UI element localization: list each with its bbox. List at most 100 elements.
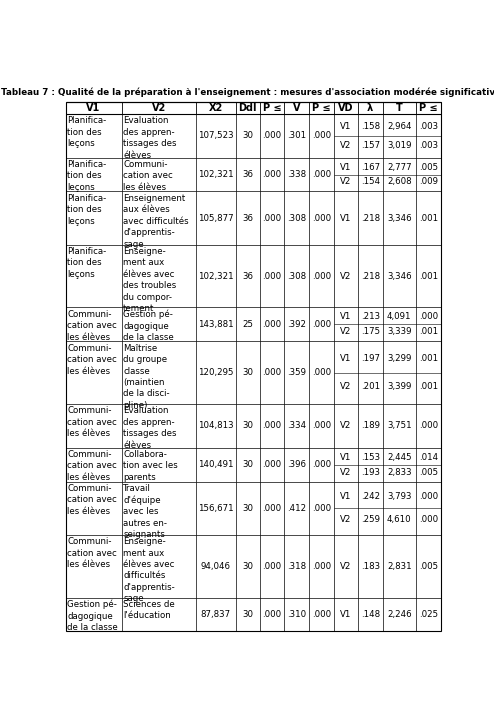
Text: 4,091: 4,091 [387,312,412,322]
Text: Evaluation
des appren-
tissages des
élèves: Evaluation des appren- tissages des élèv… [123,406,176,450]
Text: .000: .000 [312,369,331,377]
Text: 2,833: 2,833 [387,468,412,476]
Text: 3,339: 3,339 [387,327,412,337]
Text: 94,046: 94,046 [201,562,231,570]
Text: 156,671: 156,671 [198,503,234,513]
Text: λ: λ [367,103,373,113]
Text: Tableau 7 : Qualité de la préparation à l'enseignement : mesures d'association m: Tableau 7 : Qualité de la préparation à … [0,87,494,96]
Text: .000: .000 [312,421,331,431]
Text: .000: .000 [419,421,438,431]
Text: Communi-
cation avec
les élèves: Communi- cation avec les élèves [67,484,117,515]
Text: P ≤: P ≤ [263,103,281,113]
Text: .310: .310 [288,610,306,619]
Text: V2: V2 [340,272,352,280]
Text: 2,608: 2,608 [387,178,412,187]
Text: .153: .153 [361,453,380,462]
Text: .167: .167 [361,163,380,172]
Text: Collabora-
tion avec les
parents: Collabora- tion avec les parents [123,450,178,482]
Text: .005: .005 [419,163,438,172]
Text: T: T [396,103,403,113]
Text: .005: .005 [419,468,438,476]
Text: .000: .000 [312,460,331,469]
Text: .359: .359 [288,369,306,377]
Text: 140,491: 140,491 [198,460,234,469]
Text: 104,813: 104,813 [198,421,234,431]
Text: 2,246: 2,246 [387,610,412,619]
Text: .000: .000 [262,170,282,179]
Text: .009: .009 [419,178,438,187]
Text: 30: 30 [242,369,253,377]
Text: 3,399: 3,399 [387,382,412,391]
Text: V1: V1 [340,610,352,619]
Text: 36: 36 [242,272,253,280]
Text: V2: V2 [152,103,166,113]
Text: Travail
d'équipe
avec les
autres en-
seignants: Travail d'équipe avec les autres en- sei… [123,484,167,540]
Text: V1: V1 [340,453,352,462]
Text: V2: V2 [340,515,352,524]
Text: 4,610: 4,610 [387,515,412,524]
Text: 36: 36 [242,214,253,222]
Text: .000: .000 [262,460,282,469]
Text: .000: .000 [312,503,331,513]
Text: .001: .001 [419,354,438,364]
Text: .005: .005 [419,562,438,570]
Text: Communi-
cation avec
les élèves: Communi- cation avec les élèves [123,160,173,192]
Text: .003: .003 [419,122,438,130]
Text: 87,837: 87,837 [201,610,231,619]
Text: 25: 25 [242,320,253,329]
Text: 30: 30 [242,610,253,619]
Text: .000: .000 [262,610,282,619]
Text: V1: V1 [340,312,352,322]
Text: .218: .218 [361,272,380,280]
Text: .000: .000 [262,369,282,377]
Text: 30: 30 [242,503,253,513]
Text: Communi-
cation avec
les élèves: Communi- cation avec les élèves [67,450,117,482]
Text: .193: .193 [361,468,380,476]
Text: Enseignement
aux élèves
avec difficultés
d'apprentis-
sage: Enseignement aux élèves avec difficultés… [123,194,189,249]
Text: .157: .157 [361,141,380,150]
Text: 3,346: 3,346 [387,272,412,280]
Text: X2: X2 [208,103,223,113]
Text: .213: .213 [361,312,380,322]
Text: Communi-
cation avec
les élèves: Communi- cation avec les élèves [67,537,117,569]
Text: .197: .197 [361,354,380,364]
Text: 30: 30 [242,131,253,140]
Text: .308: .308 [288,214,306,222]
Text: .025: .025 [419,610,438,619]
Text: .000: .000 [312,610,331,619]
Text: 2,445: 2,445 [387,453,412,462]
Text: 3,751: 3,751 [387,421,412,431]
Text: V2: V2 [340,141,352,150]
Text: .000: .000 [262,272,282,280]
Text: .334: .334 [288,421,306,431]
Text: .000: .000 [312,131,331,140]
Text: .000: .000 [262,503,282,513]
Text: .000: .000 [312,272,331,280]
Text: 3,019: 3,019 [387,141,412,150]
Text: V1: V1 [340,163,352,172]
Text: .000: .000 [262,131,282,140]
Text: .158: .158 [361,122,380,130]
Text: 2,964: 2,964 [387,122,412,130]
Text: .000: .000 [262,421,282,431]
Text: 107,523: 107,523 [198,131,234,140]
Text: Enseigne-
ment aux
élèves avec
difficultés
d'apprentis-
sage: Enseigne- ment aux élèves avec difficult… [123,537,175,603]
Text: .301: .301 [288,131,306,140]
Text: .000: .000 [312,562,331,570]
Text: .001: .001 [419,382,438,391]
Text: V2: V2 [340,327,352,337]
Text: .189: .189 [361,421,380,431]
Text: 3,793: 3,793 [387,492,412,501]
Text: V1: V1 [86,103,101,113]
Text: V2: V2 [340,382,352,391]
Text: V1: V1 [340,492,352,501]
Text: .338: .338 [288,170,306,179]
Text: .201: .201 [361,382,380,391]
Text: .000: .000 [262,214,282,222]
Text: 105,877: 105,877 [198,214,234,222]
Text: Communi-
cation avec
les élèves: Communi- cation avec les élèves [67,406,117,438]
Text: P ≤: P ≤ [312,103,331,113]
Text: 143,881: 143,881 [198,320,234,329]
Text: Evaluation
des appren-
tissages des
élèves: Evaluation des appren- tissages des élèv… [123,116,176,160]
Text: 102,321: 102,321 [198,272,234,280]
